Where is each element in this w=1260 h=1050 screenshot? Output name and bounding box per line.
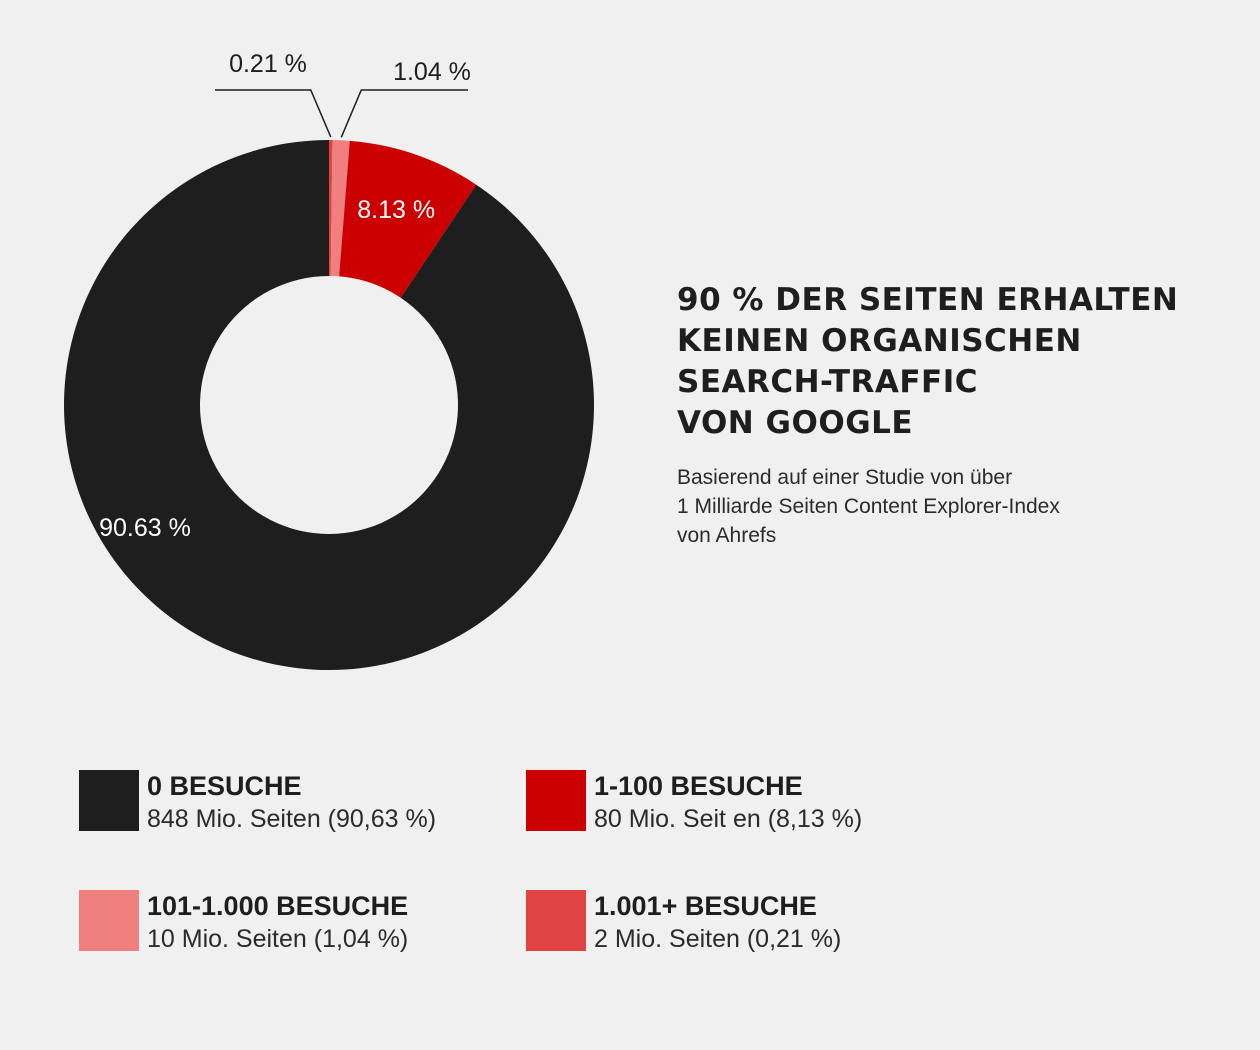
slice-0-besuche <box>64 140 594 670</box>
slice-label-0-besuche: 90.63 % <box>99 514 191 542</box>
donut-labels: 0.21 % 1.04 % 8.13 % 90.63 % <box>99 50 471 542</box>
subtitle-line-3: von Ahrefs <box>677 524 777 547</box>
slice-1-100-besuche <box>339 140 477 298</box>
slice-1-001-besuche <box>329 140 333 277</box>
legend-desc-0-visits: 848 Mio. Seiten (90,63 %) <box>147 805 437 833</box>
legend-desc-101-1000-visits: 10 Mio. Seiten (1,04 %) <box>147 925 409 953</box>
headline-line-2: KEINEN ORGANISCHEN <box>677 323 1082 359</box>
headline-line-4: VON GOOGLE <box>677 405 914 441</box>
legend-title-0-visits: 0 BESUCHE <box>147 771 302 801</box>
legend-desc-1001-plus-visits: 2 Mio. Seiten (0,21 %) <box>594 925 842 953</box>
legend-swatch-0-visits <box>79 770 139 831</box>
legend-swatch-1-100-visits <box>526 770 586 831</box>
slice-101-1-000-besuche <box>330 140 350 277</box>
legend-title-1-100-visits: 1-100 BESUCHE <box>594 771 803 801</box>
legend-title-1001-plus-visits: 1.001+ BESUCHE <box>594 891 817 921</box>
chart-headline: 90 % DER SEITEN ERHALTEN KEINEN ORGANISC… <box>677 280 1237 444</box>
chart-subtitle: Basierend auf einer Studie von über 1 Mi… <box>677 463 1197 550</box>
callout-label-101-1-000-besuche: 1.04 % <box>393 58 471 86</box>
subtitle-line-2: 1 Milliarde Seiten Content Explorer-Inde… <box>677 495 1060 518</box>
callout-line-1-001-besuche <box>215 89 332 138</box>
legend-desc-1-100-visits: 80 Mio. Seit en (8,13 %) <box>594 805 863 833</box>
headline-line-3: SEARCH-TRAFFIC <box>677 364 979 400</box>
donut-slices <box>64 140 594 670</box>
headline-line-1: 90 % DER SEITEN ERHALTEN <box>677 282 1179 318</box>
legend-title-101-1000-visits: 101-1.000 BESUCHE <box>147 891 409 921</box>
legend-swatch-1001-plus-visits <box>526 890 586 951</box>
donut-chart: 0.21 % 1.04 % 8.13 % 90.63 % <box>64 50 594 670</box>
legend-swatch-101-1000-visits <box>79 890 139 951</box>
callout-label-1-001-besuche: 0.21 % <box>229 50 307 78</box>
slice-label-1-100-besuche: 8.13 % <box>357 196 435 224</box>
callout-line-101-1-000-besuche <box>340 89 468 138</box>
subtitle-line-1: Basierend auf einer Studie von über <box>677 466 1013 489</box>
